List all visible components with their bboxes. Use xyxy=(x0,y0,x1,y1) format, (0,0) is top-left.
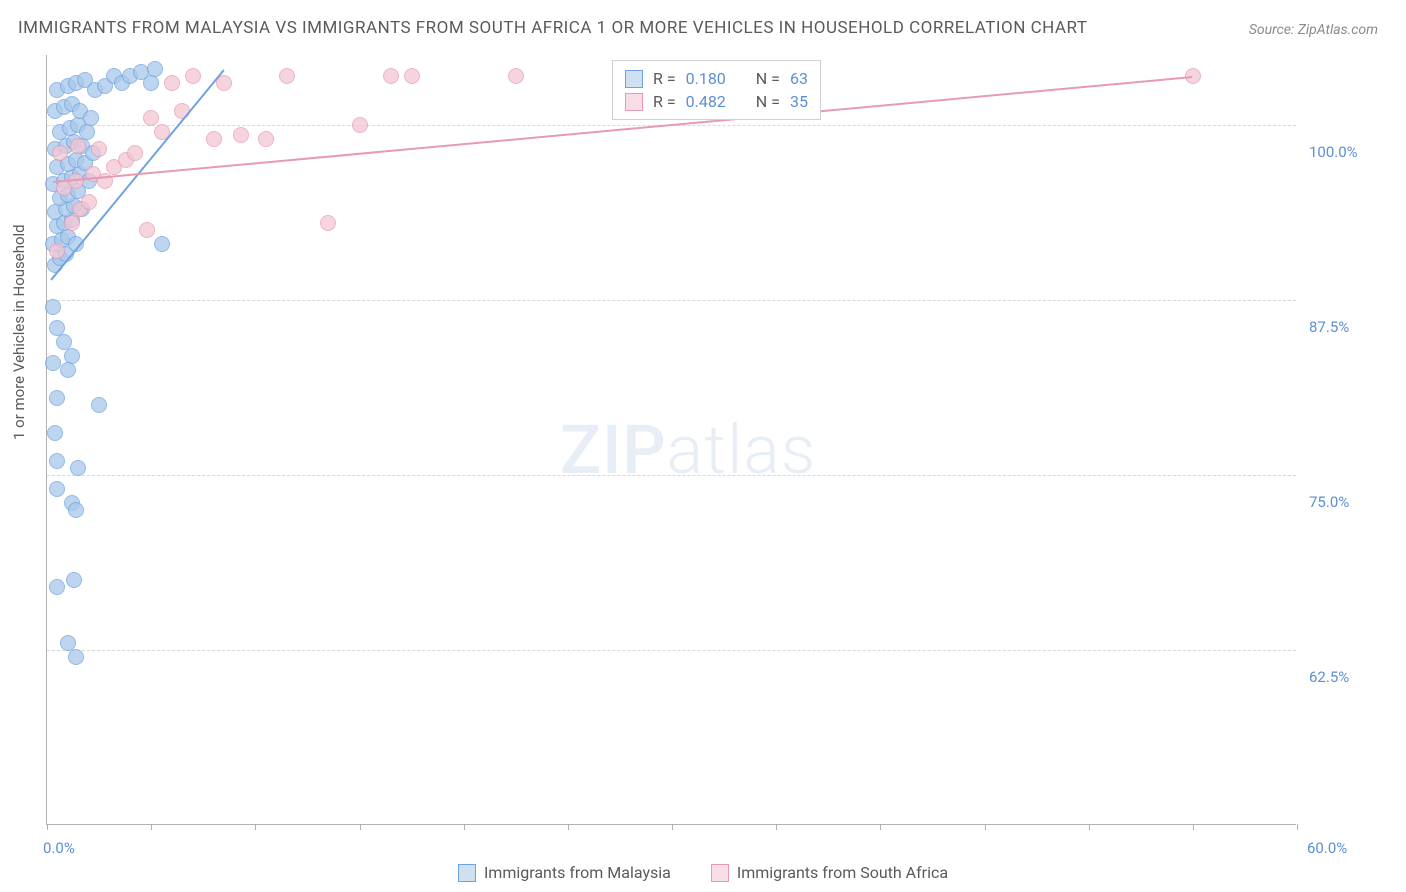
x-tick xyxy=(1089,824,1090,830)
y-tick-label: 75.0% xyxy=(1309,493,1349,511)
marker-south-africa xyxy=(383,68,399,84)
marker-south-africa xyxy=(127,145,143,161)
marker-malaysia xyxy=(68,502,84,518)
marker-south-africa xyxy=(279,68,295,84)
correlation-legend: R = 0.180 N = 63 R = 0.482 N = 35 xyxy=(612,60,821,120)
marker-south-africa xyxy=(49,243,65,259)
legend-row: R = 0.180 N = 63 xyxy=(625,67,808,90)
marker-south-africa xyxy=(81,194,97,210)
x-tick xyxy=(464,824,465,830)
x-tick-label: 60.0% xyxy=(1307,839,1347,857)
y-tick-label: 62.5% xyxy=(1309,668,1349,686)
legend-n-label: N = xyxy=(756,92,780,111)
y-tick-label: 87.5% xyxy=(1309,318,1349,336)
x-tick xyxy=(880,824,881,830)
x-tick xyxy=(672,824,673,830)
marker-south-africa xyxy=(52,145,68,161)
marker-malaysia xyxy=(47,425,63,441)
marker-south-africa xyxy=(143,110,159,126)
marker-malaysia xyxy=(70,460,86,476)
marker-malaysia xyxy=(49,390,65,406)
legend-r-label: R = xyxy=(653,69,676,88)
marker-malaysia xyxy=(68,649,84,665)
x-tick xyxy=(1193,824,1194,830)
legend-r-value: 0.180 xyxy=(686,69,726,88)
marker-south-africa xyxy=(139,222,155,238)
marker-malaysia xyxy=(66,572,82,588)
x-tick xyxy=(151,824,152,830)
y-tick-label: 100.0% xyxy=(1309,143,1358,161)
marker-south-africa xyxy=(185,68,201,84)
legend-row: R = 0.482 N = 35 xyxy=(625,90,808,113)
bottom-legend-label: Immigrants from South Africa xyxy=(737,863,948,882)
x-tick xyxy=(255,824,256,830)
marker-malaysia xyxy=(143,75,159,91)
chart-title: IMMIGRANTS FROM MALAYSIA VS IMMIGRANTS F… xyxy=(18,18,1087,38)
marker-malaysia xyxy=(91,397,107,413)
bottom-legend-item: Immigrants from South Africa xyxy=(711,863,948,882)
legend-swatch xyxy=(625,70,643,88)
marker-south-africa xyxy=(258,131,274,147)
series-legend: Immigrants from Malaysia Immigrants from … xyxy=(0,863,1406,882)
marker-south-africa xyxy=(320,215,336,231)
legend-swatch xyxy=(458,864,476,882)
x-tick xyxy=(568,824,569,830)
marker-south-africa xyxy=(70,138,86,154)
legend-n-label: N = xyxy=(756,69,780,88)
legend-r-label: R = xyxy=(653,92,676,111)
gridline-h xyxy=(47,475,1296,476)
x-tick xyxy=(776,824,777,830)
x-tick xyxy=(47,824,48,830)
legend-r-value: 0.482 xyxy=(686,92,726,111)
marker-malaysia xyxy=(83,110,99,126)
bottom-legend-item: Immigrants from Malaysia xyxy=(458,863,671,882)
marker-south-africa xyxy=(352,117,368,133)
marker-malaysia xyxy=(49,579,65,595)
marker-south-africa xyxy=(91,141,107,157)
gridline-h xyxy=(47,300,1296,301)
legend-n-value: 63 xyxy=(790,69,808,88)
marker-south-africa xyxy=(233,127,249,143)
x-tick xyxy=(1297,824,1298,830)
marker-malaysia xyxy=(45,299,61,315)
plot-area: 62.5%75.0%87.5%100.0%0.0%60.0% xyxy=(46,55,1296,825)
marker-south-africa xyxy=(404,68,420,84)
gridline-h xyxy=(47,650,1296,651)
x-tick-label: 0.0% xyxy=(43,839,75,857)
marker-south-africa xyxy=(164,75,180,91)
marker-south-africa xyxy=(64,215,80,231)
bottom-legend-label: Immigrants from Malaysia xyxy=(484,863,671,882)
source-attribution: Source: ZipAtlas.com xyxy=(1249,22,1378,38)
marker-malaysia xyxy=(154,236,170,252)
marker-malaysia xyxy=(49,481,65,497)
marker-malaysia xyxy=(49,453,65,469)
legend-swatch xyxy=(711,864,729,882)
marker-malaysia xyxy=(60,362,76,378)
legend-swatch xyxy=(625,93,643,111)
legend-n-value: 35 xyxy=(790,92,808,111)
marker-south-africa xyxy=(508,68,524,84)
marker-south-africa xyxy=(206,131,222,147)
y-axis-label: 1 or more Vehicles in Household xyxy=(10,224,28,440)
x-tick xyxy=(360,824,361,830)
x-tick xyxy=(985,824,986,830)
